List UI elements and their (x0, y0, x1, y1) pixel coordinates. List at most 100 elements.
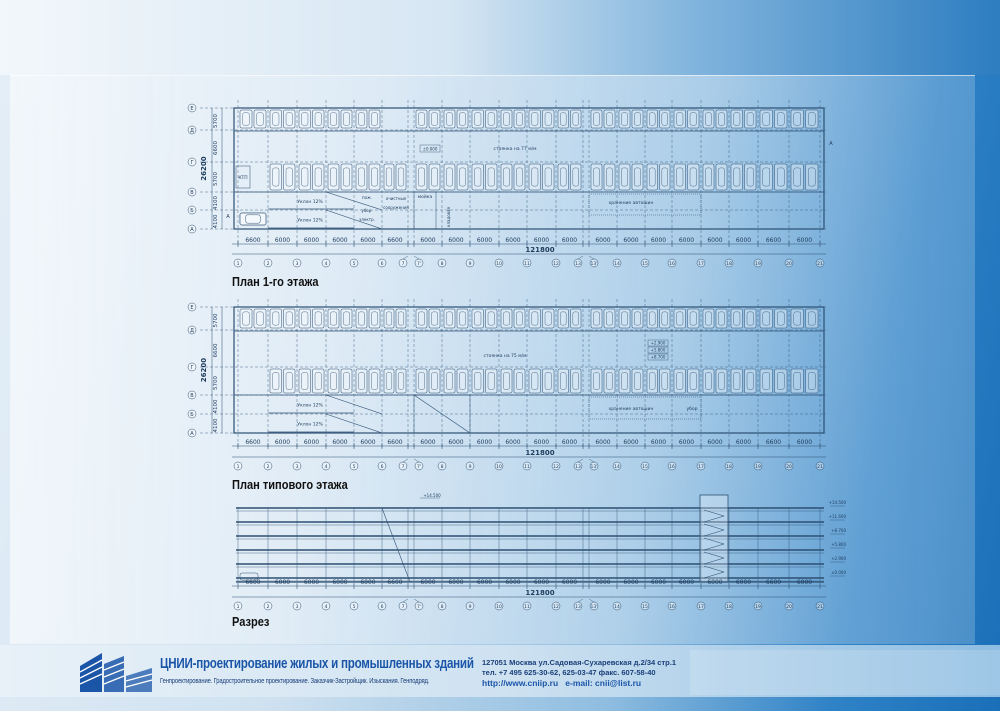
axis-label: 7' (417, 604, 421, 610)
car-icon (474, 372, 482, 390)
axis-marker (551, 601, 561, 611)
axis-label: 12 (553, 464, 559, 470)
parking-space (355, 368, 368, 394)
parking-space (500, 368, 513, 394)
car-icon (256, 311, 264, 326)
car-icon (661, 112, 668, 126)
axis-leader (402, 598, 409, 603)
parking-space (283, 163, 296, 191)
email-link[interactable]: e-mail: cnii@list.ru (565, 678, 642, 688)
parking-space (513, 368, 526, 394)
car-icon (762, 311, 770, 326)
parking-space (790, 109, 804, 129)
parking-space (383, 308, 395, 329)
car-icon (762, 112, 770, 126)
level-box (647, 339, 669, 347)
axis-label: 11 (524, 261, 530, 267)
car-icon (544, 112, 552, 126)
company-services: Генпроектирование. Градостроительное про… (160, 676, 430, 685)
span-dimension: 6600 (766, 237, 781, 244)
axis-label: Е (190, 305, 193, 311)
parking-space (774, 109, 788, 129)
axis-label: 7' (417, 261, 421, 267)
car-icon (245, 214, 261, 224)
parking-space (471, 163, 484, 191)
axis-label: 2 (267, 604, 270, 610)
parking-space (618, 109, 631, 129)
ramp-slope-label: Уклон 12% (297, 199, 323, 205)
axis-marker (753, 601, 763, 611)
car-icon (330, 372, 337, 390)
axis-marker (667, 601, 677, 611)
car-icon (314, 311, 322, 326)
parking-space (239, 308, 253, 329)
span-dimension: 6000 (332, 439, 347, 446)
car-icon (621, 372, 628, 390)
website-link[interactable]: http://www.cniip.ru (482, 678, 559, 688)
car-icon (431, 372, 438, 390)
span-dimension: 6000 (360, 439, 375, 446)
parking-space (528, 109, 541, 129)
parking-space (805, 308, 819, 329)
parking-space (715, 368, 728, 394)
car-icon (746, 311, 754, 326)
parking-space (659, 109, 671, 129)
axis-label: Г (190, 365, 193, 371)
axis-label: 11 (524, 464, 530, 470)
ramp-edge (413, 394, 471, 434)
car-icon (572, 167, 579, 187)
parking-space (312, 109, 325, 129)
car-icon (606, 167, 613, 187)
parking-space (618, 368, 631, 394)
axis-marker (263, 601, 273, 611)
span-dimension: 6000 (797, 439, 812, 446)
car-icon (474, 112, 482, 126)
span-dimension: 6000 (736, 439, 751, 446)
parking-space (790, 308, 804, 329)
parking-space (715, 109, 728, 129)
parking-space (590, 163, 603, 191)
level-mark: ±0.000 (423, 147, 438, 152)
axis-marker (612, 601, 622, 611)
span-dimension: 6000 (595, 579, 610, 586)
parking-space (715, 308, 728, 329)
car-icon (459, 311, 466, 326)
address: 127051 Москва ул.Садовая-Сухаревская д.2… (482, 658, 676, 667)
car-icon (516, 311, 523, 326)
car-icon (649, 112, 656, 126)
parking-space (312, 163, 325, 191)
parking-space (542, 163, 555, 191)
parking-space (340, 368, 353, 394)
parking-space (557, 109, 569, 129)
car-icon (487, 112, 495, 126)
axis-marker (187, 157, 197, 167)
axis-marker (414, 601, 424, 611)
room-label: убор (686, 406, 697, 412)
axis-marker (724, 601, 734, 611)
parking-space (673, 109, 686, 129)
parking-space (570, 163, 582, 191)
parking-space (805, 163, 819, 191)
parking-space (269, 163, 282, 191)
axis-marker (522, 258, 532, 268)
parking-space (570, 368, 582, 394)
building-outline (233, 107, 825, 230)
axis-marker (667, 258, 677, 268)
span-dimension: 6000 (534, 439, 549, 446)
span-dimension: 6600 (387, 237, 402, 244)
parking-space (730, 368, 743, 394)
parking-space (687, 109, 700, 129)
axis-marker (349, 601, 359, 611)
axis-label: В (190, 190, 194, 196)
parking-space (500, 308, 513, 329)
car-icon (606, 372, 613, 390)
parking-space (631, 109, 644, 129)
axis-leader (413, 255, 420, 260)
car-icon (418, 112, 425, 126)
parking-space (659, 308, 671, 329)
span-dimension: 6600 (245, 237, 260, 244)
parking-space (368, 308, 381, 329)
parking-space (312, 368, 325, 394)
bay-dimension: 4100 (213, 399, 219, 413)
car-icon (705, 372, 712, 390)
